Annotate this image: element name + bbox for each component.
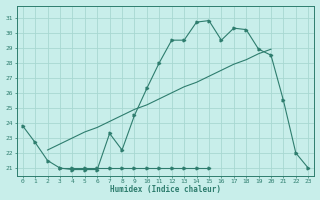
X-axis label: Humidex (Indice chaleur): Humidex (Indice chaleur) bbox=[110, 185, 221, 194]
